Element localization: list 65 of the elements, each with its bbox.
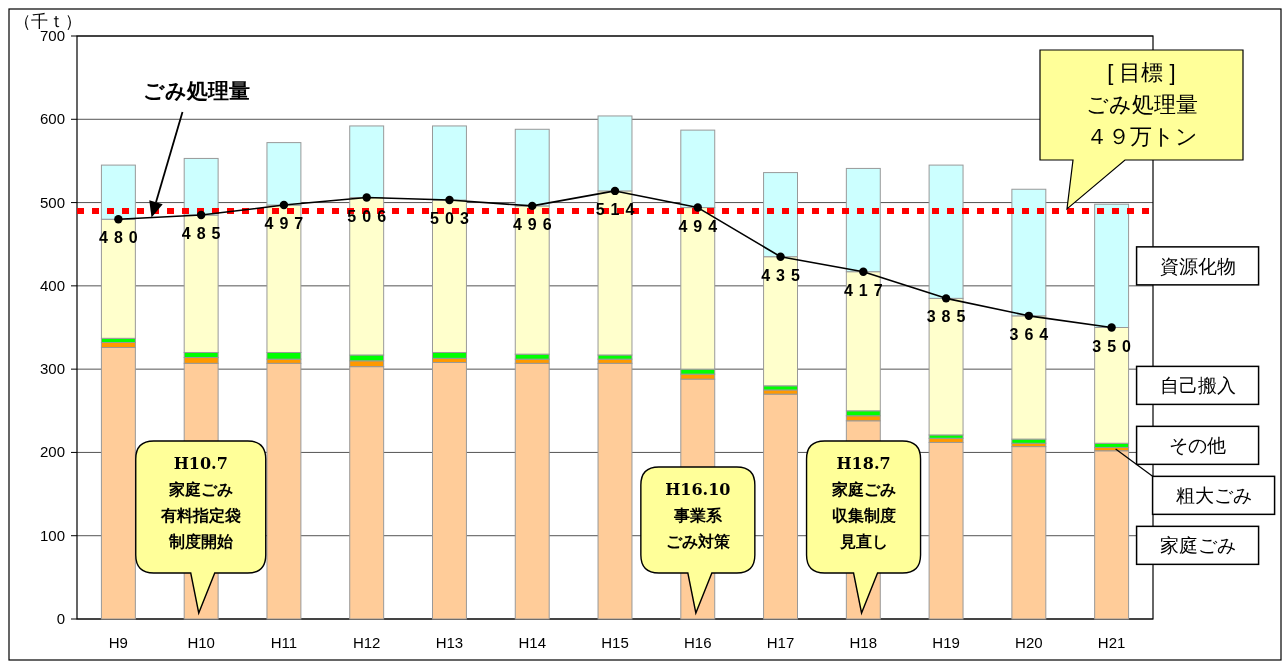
bar (431, 361, 467, 620)
data-label: 480 (99, 229, 144, 247)
point (693, 203, 702, 212)
point (528, 201, 537, 211)
data-label: 385 (926, 308, 972, 326)
data-label: 506 (347, 207, 393, 225)
point (114, 215, 123, 224)
x-tick-label: H11 (270, 634, 298, 651)
x-tick-label: H20 (1015, 634, 1043, 651)
y-tick-label: 200 (39, 443, 65, 461)
data-label: 364 (1009, 325, 1055, 343)
x-tick-label: H17 (766, 634, 795, 651)
x-tick-label: H14 (518, 634, 546, 651)
series-label: 資源化物 (1159, 255, 1236, 277)
annotation: H16.10 事業系ごみ対策 (665, 480, 731, 551)
x-tick-label: H21 (1097, 634, 1126, 651)
point (941, 294, 951, 303)
data-label: 503 (430, 210, 475, 228)
data-label: 497 (264, 215, 310, 233)
data-label: 496 (512, 215, 558, 233)
data-label: 514 (595, 200, 641, 218)
point (1024, 311, 1034, 321)
annotation: H18.7 家庭ごみ収集制度見直し (830, 454, 896, 551)
point (776, 252, 785, 261)
data-label: 350 (1092, 337, 1137, 355)
point (610, 186, 620, 196)
y-tick-label: 600 (39, 110, 65, 128)
point (1107, 323, 1116, 332)
annotation: H10.7 家庭ごみ有料指定袋制度開始 (159, 454, 241, 551)
y-tick-label: 100 (39, 526, 65, 544)
x-tick-label: H16 (684, 634, 712, 651)
bar (1011, 446, 1047, 620)
y-tick-label: 300 (39, 360, 65, 378)
bar (266, 362, 302, 620)
point (859, 267, 868, 276)
text: ごみ処理量 (142, 79, 250, 102)
bar (928, 441, 964, 620)
x-tick-label: H19 (932, 634, 960, 651)
bar (763, 393, 799, 620)
x-tick-label: H18 (849, 634, 878, 651)
data-label: 494 (678, 217, 724, 235)
point (362, 193, 371, 202)
y-tick-label: 500 (39, 193, 65, 211)
point (279, 200, 289, 210)
bar (100, 346, 136, 620)
point (445, 195, 454, 205)
bar (1094, 450, 1130, 620)
x-tick-label: H13 (435, 634, 464, 651)
series-label: 家庭ごみ (1159, 535, 1236, 557)
data-label: 435 (761, 266, 806, 284)
point (196, 210, 206, 220)
ref-line-label: [ 目標 ] ごみ処理量４９万トン (1085, 60, 1198, 149)
data-label: 485 (181, 225, 227, 243)
x-tick-label: H15 (601, 634, 629, 651)
bar (597, 362, 633, 620)
x-tick-label: H9 (108, 634, 128, 651)
text: 粗大ごみ (1175, 485, 1252, 507)
y-tick-label: 400 (39, 276, 65, 294)
series-label: 自己搬入 (1159, 375, 1236, 397)
data-label: 417 (843, 281, 889, 299)
y-tick-label: 0 (56, 610, 65, 627)
x-tick-label: H12 (352, 634, 381, 651)
bar (514, 362, 550, 620)
text: その他 (1169, 435, 1227, 457)
x-tick-label: H10 (187, 634, 215, 651)
